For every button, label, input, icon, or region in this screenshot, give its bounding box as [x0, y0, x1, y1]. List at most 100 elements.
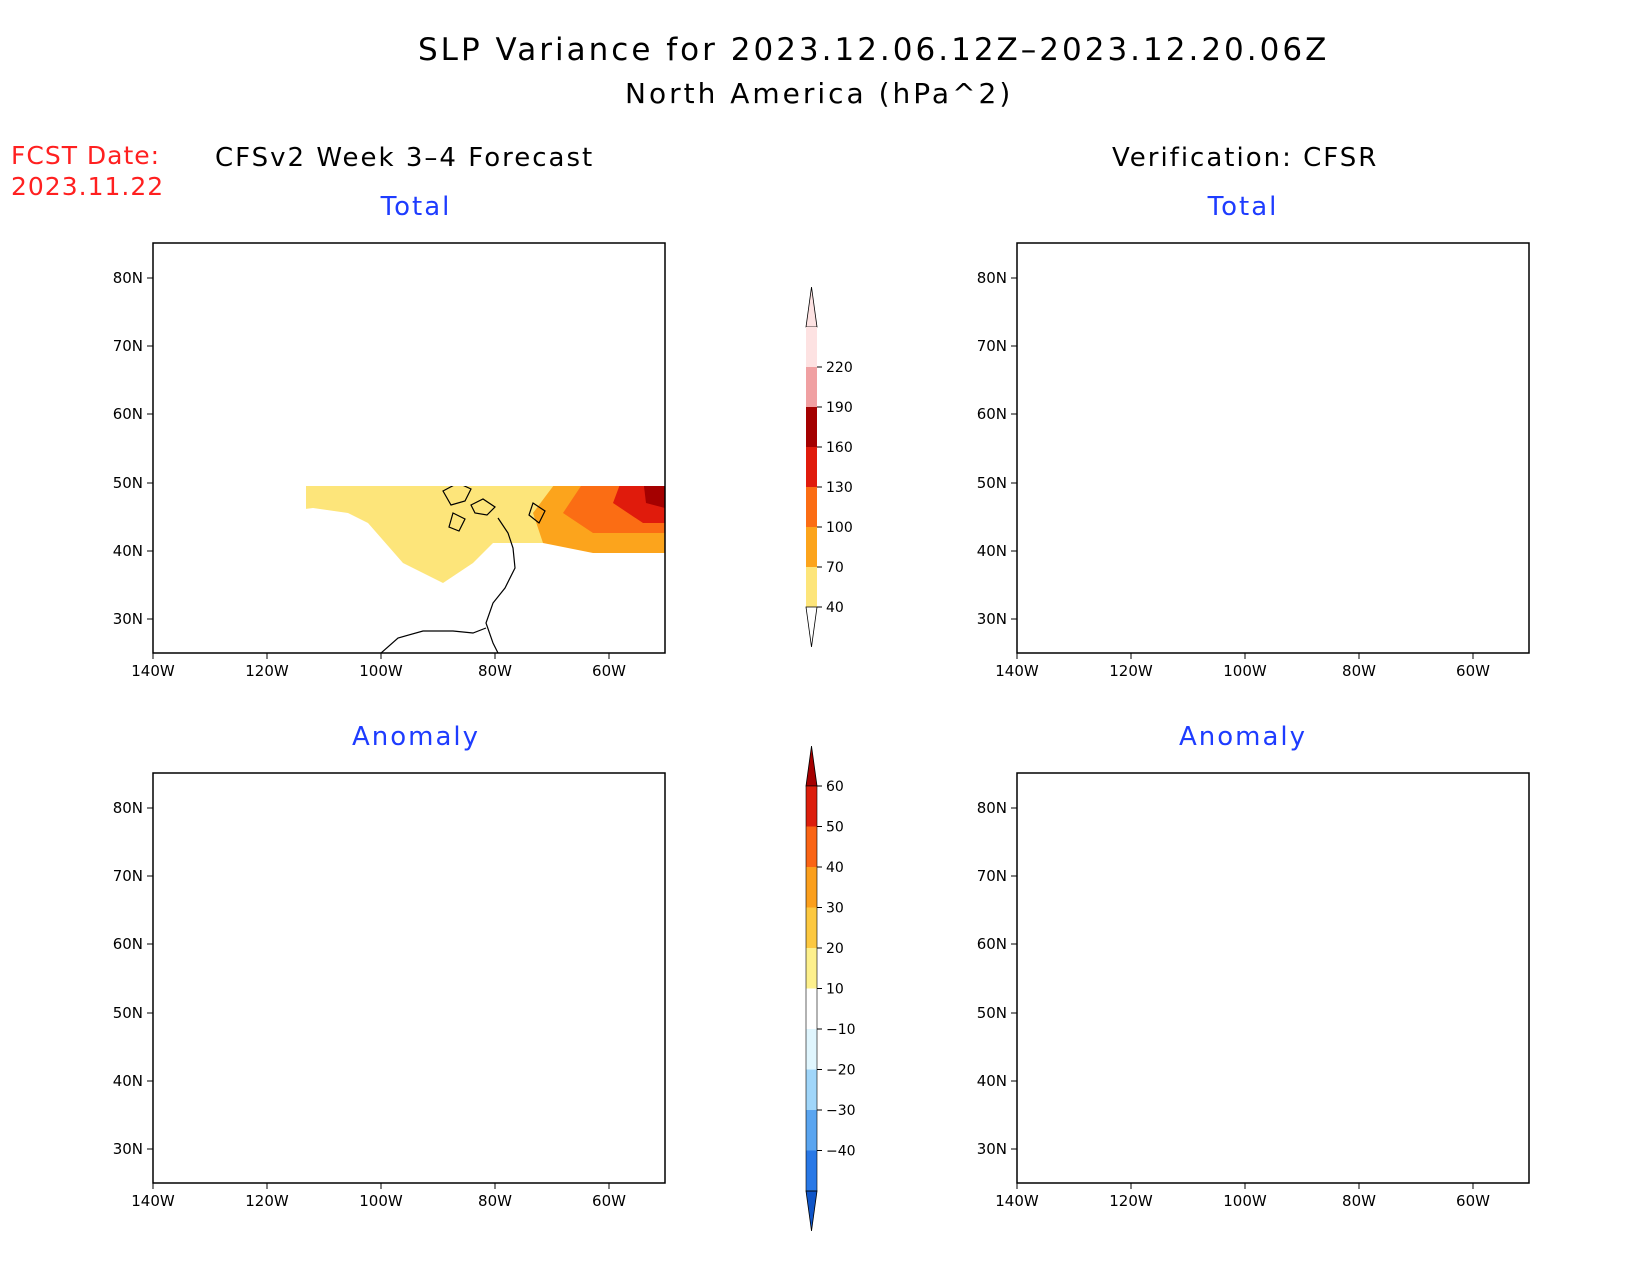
- colorbar-swatch: [806, 826, 817, 867]
- colorbar-label: 190: [826, 400, 853, 416]
- lon-tick-label: 80W: [1342, 1192, 1376, 1210]
- colorbar-total: 40 70 100 130 160 190 220: [805, 286, 853, 648]
- colorbar-label: 10: [826, 982, 844, 998]
- colorbar-label: 60: [826, 779, 844, 795]
- lon-tick-label: 100W: [1223, 662, 1267, 680]
- figure-title: SLP Variance for 2023.12.06.12Z–2023.12.…: [418, 32, 1330, 68]
- lat-tick-label: 40N: [113, 542, 143, 560]
- lon-tick-label: 60W: [592, 1192, 626, 1210]
- lon-tick-label: 120W: [245, 662, 289, 680]
- lat-tick-label: 50N: [977, 1004, 1007, 1022]
- lon-tick-label: 140W: [995, 1192, 1039, 1210]
- colorbar-swatch: [806, 867, 817, 908]
- frame-forecast-total: [152, 242, 666, 654]
- verification-column-title: Verification: CFSR: [1112, 143, 1379, 173]
- colorbar-swatch: [806, 527, 817, 567]
- colorbar-anomaly: 60 50 40 30 20 10 −10 −20 −30 −40: [805, 745, 856, 1232]
- lon-tick-label: 60W: [1456, 1192, 1490, 1210]
- lat-tick-label: 40N: [977, 1072, 1007, 1090]
- verification-anomaly-title: Anomaly: [1178, 722, 1308, 752]
- colorbar-arrow-bottom: [805, 1190, 818, 1232]
- map-forecast-anomaly: [153, 773, 665, 1183]
- lon-tick-label: 120W: [245, 1192, 289, 1210]
- lat-tick-label: 70N: [977, 337, 1007, 355]
- lat-tick-label: 30N: [113, 1140, 143, 1158]
- colorbar-label: 160: [826, 440, 853, 456]
- colorbar-swatch: [806, 567, 817, 607]
- lat-tick-label: 30N: [977, 1140, 1007, 1158]
- colorbar-swatch: [806, 786, 817, 827]
- lat-tick-label: 60N: [977, 935, 1007, 953]
- frame-verification-total: [1016, 242, 1530, 654]
- lat-tick-label: 70N: [977, 867, 1007, 885]
- colorbar-label: 30: [826, 901, 844, 917]
- colorbar-swatch: [806, 948, 817, 989]
- map-verification-anomaly: [1017, 773, 1529, 1183]
- frame-verification-anomaly: [1016, 772, 1530, 1184]
- colorbar-label: 220: [826, 360, 853, 376]
- colorbar-swatch: [806, 327, 817, 367]
- lat-tick-label: 40N: [977, 542, 1007, 560]
- colorbar-swatch: [806, 1150, 817, 1191]
- lon-tick-label: 120W: [1109, 1192, 1153, 1210]
- lat-tick-label: 80N: [977, 799, 1007, 817]
- lat-tick-label: 40N: [113, 1072, 143, 1090]
- map-verification-total: [1017, 243, 1529, 653]
- forecast-total-title: Total: [380, 192, 452, 222]
- lat-tick-label: 60N: [977, 405, 1007, 423]
- colorbar-label: −10: [826, 1022, 856, 1038]
- colorbar-label: −40: [826, 1144, 856, 1160]
- colorbar-label: 130: [826, 480, 853, 496]
- colorbar-swatch: [806, 907, 817, 948]
- lat-tick-label: 70N: [113, 337, 143, 355]
- colorbar-label: 20: [826, 941, 844, 957]
- lon-tick-label: 100W: [1223, 1192, 1267, 1210]
- colorbar-swatch: [806, 487, 817, 527]
- lon-tick-label: 60W: [1456, 662, 1490, 680]
- colorbar-label: 40: [826, 600, 844, 616]
- colorbar-arrow-top: [805, 745, 818, 787]
- colorbar-arrow-bottom: [805, 606, 818, 648]
- lat-tick-label: 30N: [977, 610, 1007, 628]
- colorbar-arrow-top: [805, 286, 818, 328]
- figure-subtitle: North America (hPa^2): [625, 77, 1014, 110]
- colorbar-swatch: [806, 447, 817, 487]
- forecast-column-title: CFSv2 Week 3–4 Forecast: [215, 143, 595, 173]
- axes-layer: 80N 70N 60N 50N 40N 30N 140W 120W 100W 80W 60W 80N 7…: [113, 269, 1490, 1210]
- lon-tick-label: 140W: [995, 662, 1039, 680]
- colorbar-swatch: [806, 1069, 817, 1110]
- lat-tick-label: 60N: [113, 405, 143, 423]
- lon-tick-label: 80W: [478, 662, 512, 680]
- frame-forecast-anomaly: [152, 772, 666, 1184]
- lon-tick-label: 140W: [131, 662, 175, 680]
- lon-tick-label: 80W: [1342, 662, 1376, 680]
- lat-tick-label: 50N: [113, 474, 143, 492]
- verification-total-title: Total: [1207, 192, 1279, 222]
- lon-tick-label: 140W: [131, 1192, 175, 1210]
- lat-tick-label: 80N: [977, 269, 1007, 287]
- colorbar-label: 50: [826, 820, 844, 836]
- lon-tick-label: 100W: [359, 1192, 403, 1210]
- colorbar-swatch: [806, 988, 817, 1029]
- fcst-date-value: 2023.11.22: [11, 172, 165, 201]
- lat-tick-label: 30N: [113, 610, 143, 628]
- colorbar-swatch: [806, 1029, 817, 1070]
- lat-tick-label: 80N: [113, 799, 143, 817]
- fcst-date-label: FCST Date:: [11, 141, 161, 170]
- lat-tick-label: 50N: [977, 474, 1007, 492]
- colorbar-label: −20: [826, 1063, 856, 1079]
- lon-tick-label: 60W: [592, 662, 626, 680]
- colorbar-swatch: [806, 1110, 817, 1151]
- lat-tick-label: 60N: [113, 935, 143, 953]
- colorbar-swatch: [806, 407, 817, 447]
- lon-tick-label: 100W: [359, 662, 403, 680]
- colorbar-swatch: [806, 367, 817, 407]
- forecast-anomaly-title: Anomaly: [351, 722, 481, 752]
- lon-tick-label: 120W: [1109, 662, 1153, 680]
- colorbar-label: 70: [826, 560, 844, 576]
- colorbar-label: 100: [826, 520, 853, 536]
- lat-tick-label: 70N: [113, 867, 143, 885]
- lon-tick-label: 80W: [478, 1192, 512, 1210]
- colorbar-label: 40: [826, 860, 844, 876]
